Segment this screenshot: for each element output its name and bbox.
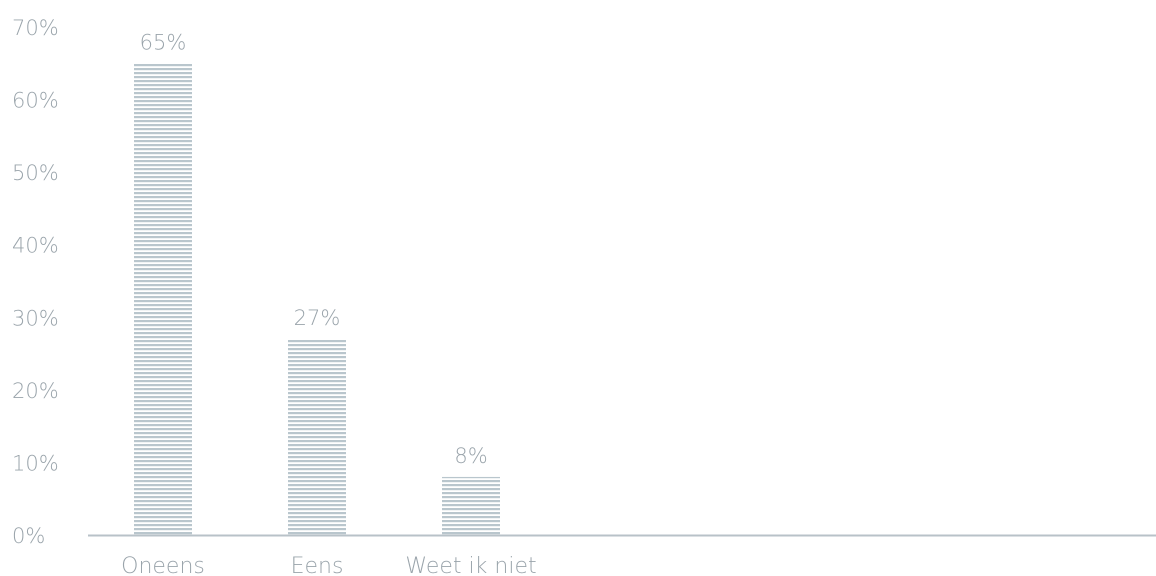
bar-eens [288, 339, 346, 535]
y-axis: 0% 10% 20% 30% 40% 50% 60% 70% [12, 16, 59, 548]
y-tick-label: 20% [12, 379, 59, 403]
y-tick-label: 0% [12, 524, 45, 548]
x-category-label: Eens [291, 554, 344, 576]
y-tick-label: 70% [12, 16, 59, 40]
x-category-label: Oneens [121, 554, 205, 576]
bar-value-label: 27% [294, 306, 341, 330]
bar-weet-ik-niet [442, 476, 500, 535]
y-tick-label: 10% [12, 451, 59, 475]
y-tick-label: 30% [12, 306, 59, 330]
y-tick-label: 60% [12, 89, 59, 113]
bars-group: 65% 27% 8% [134, 30, 500, 536]
y-tick-label: 40% [12, 234, 59, 258]
bar-oneens [134, 63, 192, 536]
x-category-label: Weet ik niet [405, 554, 536, 576]
bar-value-label: 65% [140, 30, 187, 54]
x-axis: Oneens Eens Weet ik niet [88, 534, 1156, 576]
bar-value-label: 8% [454, 444, 487, 468]
y-tick-label: 50% [12, 161, 59, 185]
